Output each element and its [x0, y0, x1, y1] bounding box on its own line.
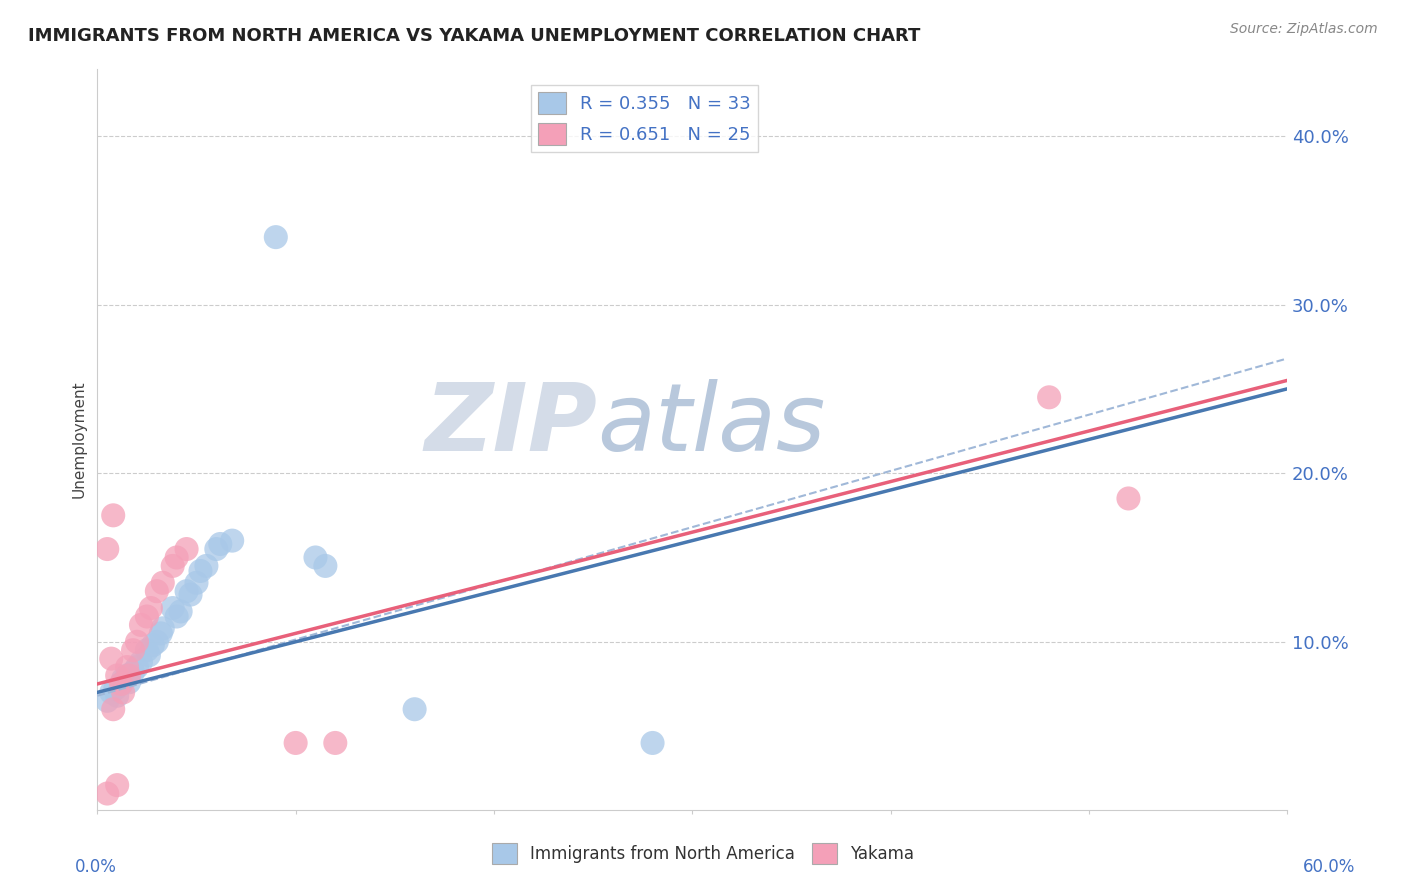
Point	[135, 609, 157, 624]
Point	[404, 702, 426, 716]
Point	[284, 736, 307, 750]
Point	[100, 651, 122, 665]
Point	[135, 643, 157, 657]
Point	[115, 660, 138, 674]
Legend: Immigrants from North America, Yakama: Immigrants from North America, Yakama	[485, 837, 921, 871]
Point	[186, 575, 208, 590]
Y-axis label: Unemployment: Unemployment	[72, 381, 86, 499]
Point	[323, 736, 346, 750]
Text: IMMIGRANTS FROM NORTH AMERICA VS YAKAMA UNEMPLOYMENT CORRELATION CHART: IMMIGRANTS FROM NORTH AMERICA VS YAKAMA …	[28, 27, 921, 45]
Point	[641, 736, 664, 750]
Point	[166, 550, 188, 565]
Point	[314, 558, 336, 573]
Point	[169, 604, 191, 618]
Text: 0.0%: 0.0%	[75, 858, 117, 876]
Point	[195, 558, 218, 573]
Point	[304, 550, 326, 565]
Text: atlas: atlas	[598, 379, 825, 470]
Point	[125, 634, 148, 648]
Point	[152, 621, 174, 635]
Point	[118, 675, 141, 690]
Point	[112, 672, 135, 686]
Point	[190, 564, 212, 578]
Point	[264, 230, 287, 244]
Point	[138, 648, 160, 663]
Point	[1038, 390, 1060, 404]
Point	[110, 677, 132, 691]
Point	[105, 778, 128, 792]
Point	[146, 634, 169, 648]
Point	[105, 689, 128, 703]
Legend: R = 0.355   N = 33, R = 0.651   N = 25: R = 0.355 N = 33, R = 0.651 N = 25	[531, 85, 758, 153]
Point	[110, 677, 132, 691]
Point	[1118, 491, 1140, 506]
Text: Source: ZipAtlas.com: Source: ZipAtlas.com	[1230, 22, 1378, 37]
Point	[146, 584, 169, 599]
Text: ZIP: ZIP	[425, 378, 598, 471]
Point	[180, 588, 202, 602]
Point	[166, 609, 188, 624]
Point	[104, 681, 127, 696]
Point	[139, 601, 162, 615]
Point	[125, 660, 148, 674]
Point	[162, 558, 184, 573]
Point	[221, 533, 243, 548]
Point	[142, 638, 165, 652]
Point	[100, 685, 122, 699]
Point	[96, 694, 118, 708]
Point	[96, 542, 118, 557]
Point	[209, 537, 232, 551]
Point	[205, 542, 228, 557]
Point	[129, 655, 152, 669]
Point	[115, 668, 138, 682]
Point	[152, 575, 174, 590]
Point	[122, 665, 145, 680]
Point	[103, 702, 125, 716]
Point	[96, 787, 118, 801]
Point	[162, 601, 184, 615]
Point	[105, 668, 128, 682]
Point	[176, 584, 198, 599]
Text: 60.0%: 60.0%	[1302, 858, 1355, 876]
Point	[118, 668, 141, 682]
Point	[129, 618, 152, 632]
Point	[176, 542, 198, 557]
Point	[103, 508, 125, 523]
Point	[122, 643, 145, 657]
Point	[112, 685, 135, 699]
Point	[149, 626, 172, 640]
